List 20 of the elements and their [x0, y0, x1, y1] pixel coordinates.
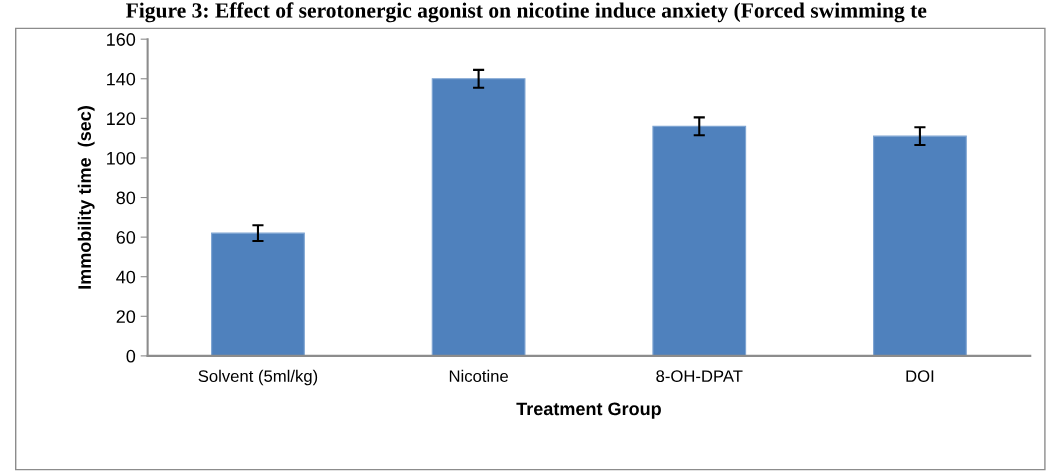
y-tick-label: 40	[116, 270, 136, 284]
y-tick-label: 100	[107, 151, 136, 165]
y-tick-label: 60	[116, 231, 136, 244]
y-tick-label: 80	[116, 191, 136, 205]
y-tick-label: 140	[107, 72, 136, 86]
bar	[873, 135, 967, 356]
x-tick-label: Nicotine	[449, 369, 508, 383]
bar	[431, 78, 526, 356]
x-tick-label: DOI	[906, 370, 934, 383]
y-tick-label: 160	[107, 33, 136, 46]
chart-title: Figure 3: Effect of serotonergic agonist on nicotine induce anxiety (Forced swimming te	[126, 2, 927, 23]
x-tick-label: 8-OH-DPAT	[656, 370, 743, 383]
y-axis-title: Immobility time (sec)	[77, 106, 95, 289]
y-tick-label: 0	[126, 349, 136, 363]
x-tick-label: Solvent (5ml/kg)	[198, 369, 318, 386]
bar	[211, 232, 305, 356]
y-tick-label: 120	[107, 112, 136, 126]
y-tick-label: 20	[116, 310, 136, 324]
bar	[652, 125, 747, 356]
x-axis-title: Treatment Group	[516, 402, 661, 419]
